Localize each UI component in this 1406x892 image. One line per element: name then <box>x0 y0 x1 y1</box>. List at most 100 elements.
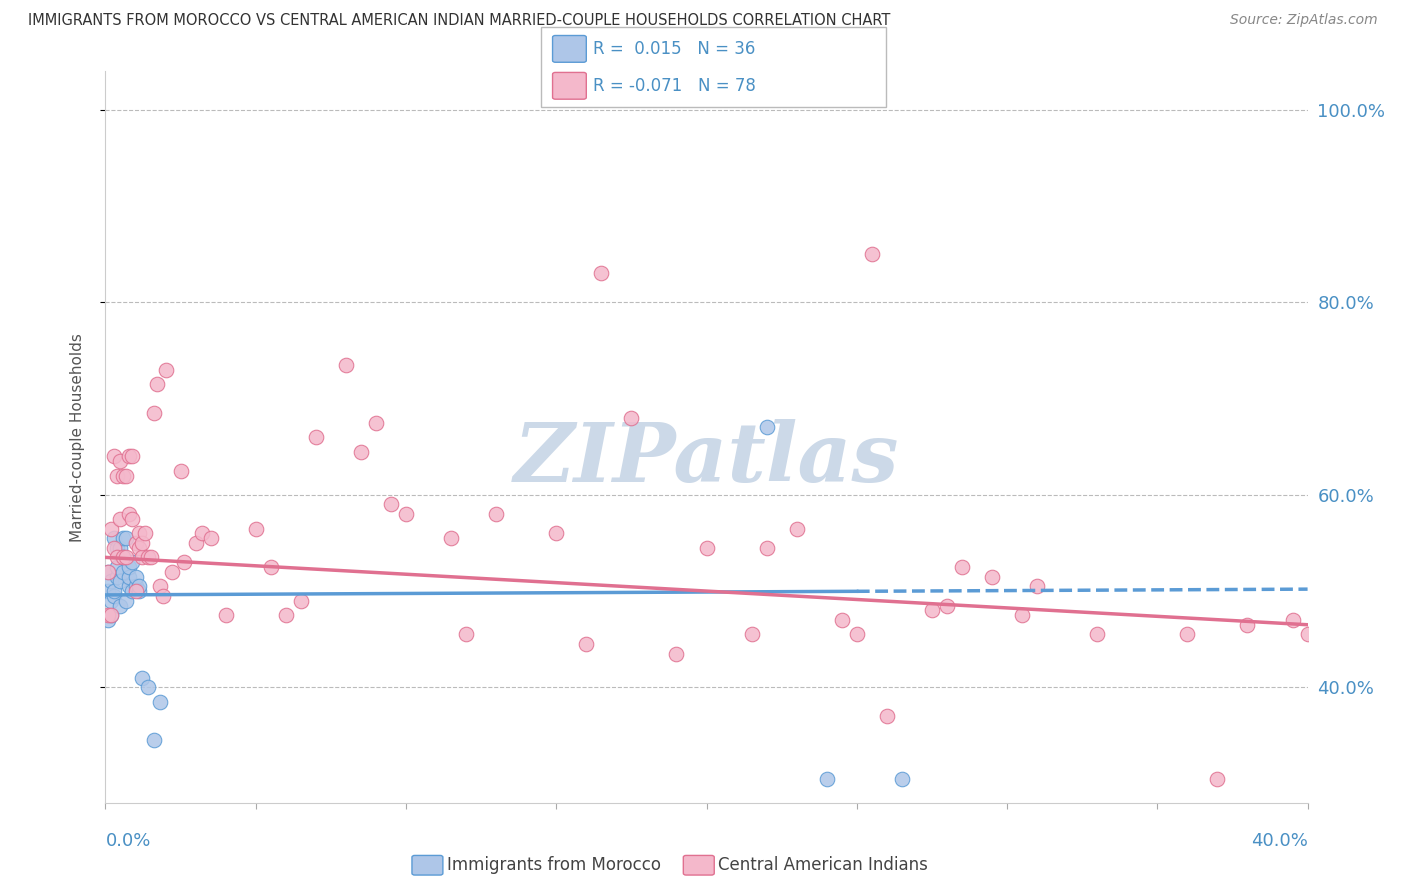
Point <box>1296 627 1319 641</box>
Point <box>1011 608 1033 623</box>
Text: R = -0.071   N = 78: R = -0.071 N = 78 <box>593 77 756 95</box>
Point <box>115 468 138 483</box>
Point <box>107 569 129 583</box>
Text: IMMIGRANTS FROM MOROCCO VS CENTRAL AMERICAN INDIAN MARRIED-COUPLE HOUSEHOLDS COR: IMMIGRANTS FROM MOROCCO VS CENTRAL AMERI… <box>28 13 890 29</box>
Point <box>115 531 138 545</box>
Point <box>1206 772 1229 786</box>
Point <box>110 599 132 613</box>
Text: Immigrants from Morocco: Immigrants from Morocco <box>447 856 661 874</box>
Point <box>395 507 418 521</box>
Point <box>1175 627 1198 641</box>
Point <box>696 541 718 555</box>
Text: Central American Indians: Central American Indians <box>718 856 928 874</box>
Text: ZIPatlas: ZIPatlas <box>513 419 900 499</box>
Point <box>118 560 141 574</box>
Text: 40.0%: 40.0% <box>1251 831 1308 850</box>
Point <box>845 627 868 641</box>
Point <box>575 637 598 651</box>
Point <box>110 541 132 555</box>
Point <box>485 507 508 521</box>
Point <box>741 627 763 641</box>
Point <box>786 521 808 535</box>
Point <box>100 608 122 623</box>
Point <box>124 536 146 550</box>
Point <box>124 569 146 583</box>
Point <box>112 531 135 545</box>
Point <box>115 550 138 565</box>
Point <box>100 574 122 589</box>
Point <box>380 498 402 512</box>
Point <box>335 358 357 372</box>
Point <box>118 569 141 583</box>
Point <box>121 584 143 599</box>
Point <box>110 574 132 589</box>
Point <box>142 406 165 420</box>
Point <box>815 772 838 786</box>
Text: Source: ZipAtlas.com: Source: ZipAtlas.com <box>1230 13 1378 28</box>
Point <box>128 541 150 555</box>
Text: 0.0%: 0.0% <box>105 831 150 850</box>
Point <box>1236 617 1258 632</box>
Point <box>620 410 643 425</box>
Point <box>100 608 122 623</box>
Point <box>128 579 150 593</box>
Point <box>124 579 146 593</box>
Point <box>121 512 143 526</box>
Point <box>139 550 162 565</box>
Point <box>755 420 778 434</box>
Point <box>124 584 146 599</box>
Point <box>274 608 297 623</box>
Point <box>1026 579 1049 593</box>
Point <box>97 584 120 599</box>
Point <box>169 464 191 478</box>
Point <box>118 450 141 464</box>
Point <box>665 647 688 661</box>
Point <box>440 531 463 545</box>
Y-axis label: Married-couple Households: Married-couple Households <box>70 333 84 541</box>
Point <box>190 526 212 541</box>
Point <box>260 560 283 574</box>
Point <box>136 681 159 695</box>
Point <box>936 599 959 613</box>
Point <box>876 709 898 723</box>
Point <box>115 593 138 607</box>
Point <box>112 468 135 483</box>
Point <box>921 603 943 617</box>
Point <box>103 531 125 545</box>
Point <box>100 593 122 607</box>
Point <box>981 569 1004 583</box>
Point <box>890 772 912 786</box>
Point <box>1312 627 1334 641</box>
Point <box>112 550 135 565</box>
Point <box>454 627 477 641</box>
Point <box>152 589 174 603</box>
Point <box>107 541 129 555</box>
Point <box>131 550 153 565</box>
Point <box>103 450 125 464</box>
Point <box>103 541 125 555</box>
Point <box>860 247 883 261</box>
Point <box>155 362 177 376</box>
Point <box>107 468 129 483</box>
Point <box>184 536 207 550</box>
Point <box>110 512 132 526</box>
Point <box>131 536 153 550</box>
Point <box>112 550 135 565</box>
Point <box>97 608 120 623</box>
Point <box>110 454 132 468</box>
Point <box>364 416 387 430</box>
Point <box>97 613 120 627</box>
Point <box>107 550 129 565</box>
Point <box>350 444 373 458</box>
Point <box>134 526 156 541</box>
Point <box>290 593 312 607</box>
Point <box>112 565 135 579</box>
Text: R =  0.015   N = 36: R = 0.015 N = 36 <box>593 40 755 58</box>
Point <box>173 555 195 569</box>
Point <box>121 450 143 464</box>
Point <box>118 579 141 593</box>
Point <box>200 531 222 545</box>
Point <box>305 430 328 444</box>
Point <box>118 507 141 521</box>
Point <box>145 377 167 392</box>
